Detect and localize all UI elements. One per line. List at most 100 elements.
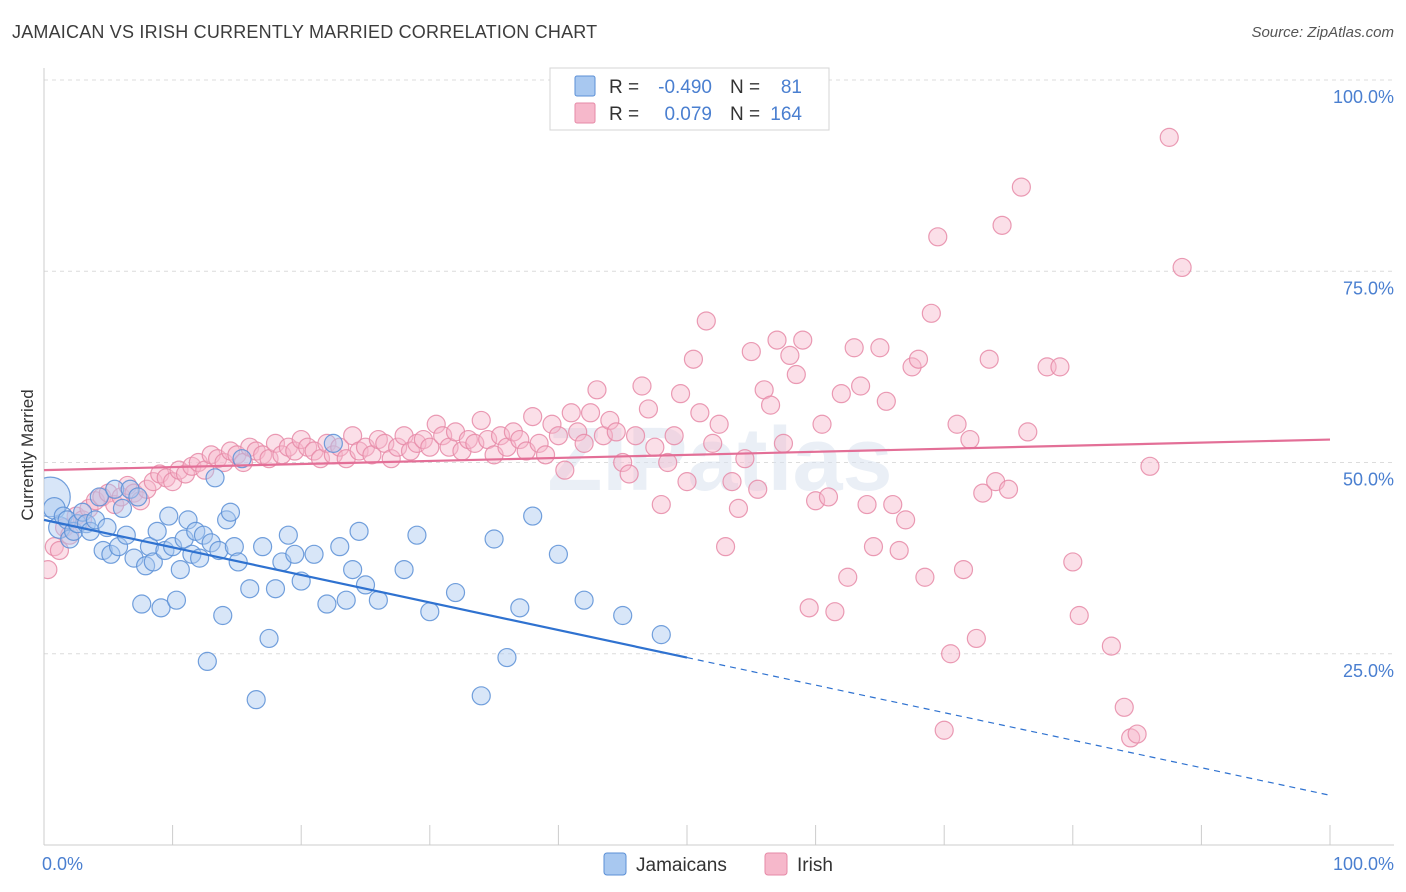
- jamaicans-point: [613, 605, 633, 626]
- irish-point: [420, 437, 440, 457]
- irish-point: [503, 422, 523, 442]
- irish-point: [651, 494, 671, 515]
- jamaicans-point: [265, 579, 286, 599]
- irish-point: [587, 380, 607, 400]
- jamaicans-point: [246, 690, 266, 710]
- irish-point: [677, 472, 697, 492]
- irish-point: [703, 433, 723, 453]
- irish-trend-line: [43, 438, 1331, 472]
- irish-point: [857, 494, 877, 515]
- legend-bottom-swatch-jamaicans: [603, 852, 627, 876]
- jamaicans-point: [484, 529, 504, 549]
- irish-point: [767, 330, 787, 350]
- jamaicans-point: [209, 540, 229, 561]
- legend-bottom-swatch-irish: [764, 852, 788, 876]
- irish-point: [915, 567, 935, 587]
- irish-point: [291, 429, 311, 450]
- jamaicans-point: [349, 521, 369, 541]
- irish-point: [709, 414, 729, 434]
- irish-point: [870, 338, 890, 358]
- irish-point: [825, 602, 845, 622]
- y-tick-label: 25.0%: [1343, 661, 1394, 681]
- jamaicans-point: [124, 548, 144, 568]
- irish-point: [683, 349, 704, 369]
- jamaicans-point: [394, 559, 414, 580]
- irish-point: [124, 483, 144, 503]
- irish-point: [973, 483, 993, 503]
- jamaicans-point: [240, 579, 260, 599]
- irish-point: [851, 376, 871, 396]
- irish-point: [613, 452, 633, 473]
- irish-point: [1011, 177, 1031, 197]
- irish-point: [748, 479, 768, 499]
- jamaicans-point: [304, 544, 324, 564]
- irish-point: [728, 498, 749, 518]
- jamaicans-point: [445, 582, 466, 603]
- chart-title: JAMAICAN VS IRISH CURRENTLY MARRIED CORR…: [12, 22, 598, 42]
- jamaicans-point: [132, 594, 152, 614]
- trend-lines: [43, 438, 1331, 796]
- irish-point: [831, 384, 851, 404]
- legend-bottom-label-jamaicans: Jamaicans: [636, 855, 727, 876]
- irish-point: [523, 407, 543, 427]
- legend-n-value: 164: [770, 104, 802, 125]
- jamaicans-point: [232, 449, 252, 469]
- y-tick-label: 100.0%: [1333, 87, 1394, 107]
- jamaicans-point: [343, 559, 363, 580]
- irish-point: [465, 433, 485, 453]
- irish-point: [812, 414, 832, 434]
- irish-point: [143, 472, 163, 492]
- legend-swatch-irish: [574, 102, 596, 124]
- jamaicans-point: [166, 590, 187, 610]
- gridlines: [44, 79, 1394, 655]
- irish-point: [934, 720, 954, 740]
- irish-point: [786, 364, 806, 385]
- irish-point: [600, 410, 620, 431]
- jamaicans-point: [108, 537, 129, 557]
- irish-point: [690, 403, 710, 423]
- irish-point: [947, 414, 967, 434]
- irish-point: [658, 452, 678, 473]
- jamaicans-point: [220, 502, 241, 522]
- irish-point: [863, 537, 884, 557]
- legend-n-label: N =: [730, 77, 760, 98]
- y-tick-label: 50.0%: [1343, 470, 1394, 490]
- y-tick-label: 75.0%: [1343, 278, 1394, 298]
- irish-point: [645, 437, 665, 457]
- legend-r-label: R =: [609, 104, 639, 125]
- irish-point: [1018, 422, 1038, 442]
- jamaicans-point: [213, 605, 233, 626]
- irish-point: [966, 628, 986, 649]
- legend-n-label: N =: [730, 104, 760, 125]
- irish-point: [265, 433, 286, 453]
- jamaicans-point: [523, 506, 543, 526]
- irish-point: [818, 487, 839, 507]
- jamaicans-point: [174, 529, 194, 549]
- jamaicans-point: [197, 651, 217, 672]
- irish-point: [529, 433, 549, 453]
- irish-point: [838, 567, 858, 587]
- irish-point: [696, 311, 716, 331]
- irish-point: [542, 414, 562, 434]
- jamaicans-point: [193, 525, 214, 545]
- irish-point: [664, 426, 684, 446]
- irish-point: [1140, 456, 1160, 476]
- jamaicans-point: [651, 625, 671, 645]
- irish-point: [510, 429, 530, 450]
- jamaicans-point: [128, 487, 148, 507]
- irish-point: [606, 422, 626, 442]
- jamaicans-point: [497, 647, 517, 668]
- irish-point: [908, 349, 929, 369]
- source-credit: Source: ZipAtlas.com: [1251, 24, 1394, 41]
- legend-swatch-jamaicans: [574, 75, 596, 97]
- irish-point: [1063, 552, 1083, 572]
- jamaicans-point: [224, 537, 244, 557]
- jamaicans-point: [355, 575, 376, 595]
- irish-point: [619, 464, 639, 484]
- irish-point: [793, 330, 813, 350]
- irish-points: [44, 127, 1192, 748]
- irish-point: [715, 537, 736, 557]
- irish-point: [490, 426, 511, 446]
- jamaicans-point: [323, 433, 343, 453]
